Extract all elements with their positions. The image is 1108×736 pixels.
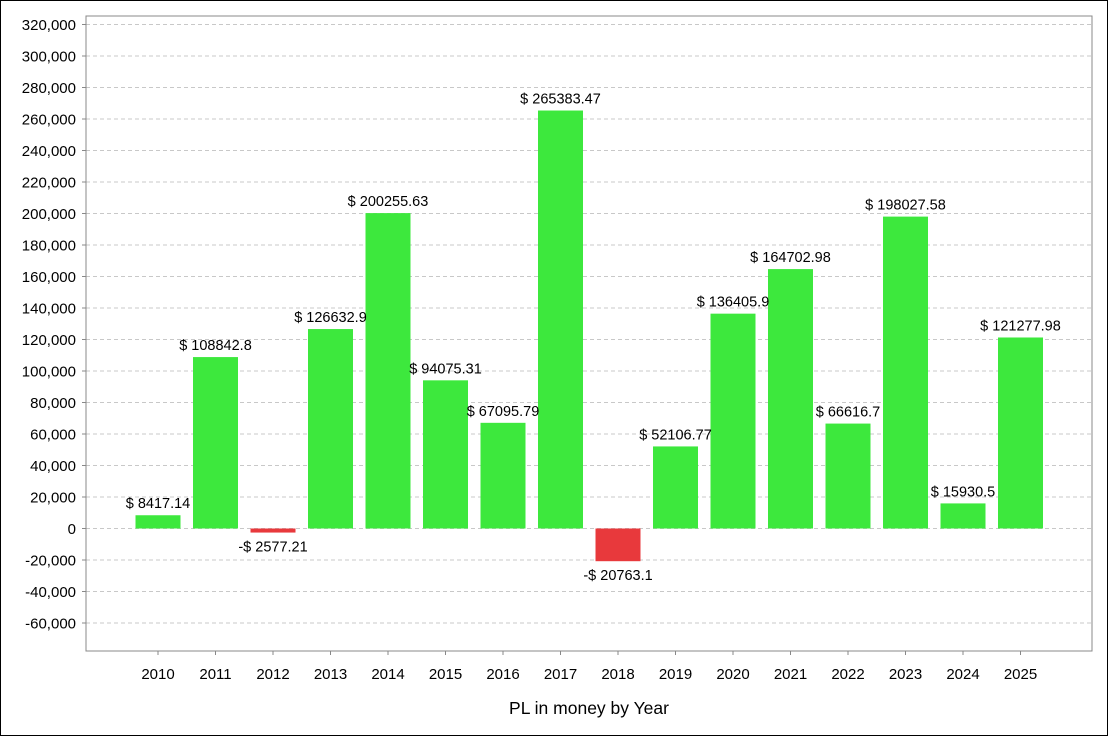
data-label: $ 67095.79 (467, 404, 540, 420)
bar-2022 (825, 423, 871, 529)
bar-2024 (940, 503, 986, 529)
y-tick-label: 240,000 (22, 143, 76, 160)
bar-2023 (883, 216, 928, 529)
x-tick-label: 2011 (199, 666, 231, 683)
bar-2014 (365, 213, 411, 529)
plot-area (85, 15, 1093, 652)
gridlines (86, 24, 1092, 624)
data-label: $ 126632.9 (294, 310, 367, 326)
y-tick-label: 280,000 (22, 80, 76, 97)
y-tick-label: -60,000 (25, 616, 76, 633)
data-label: $ 200255.63 (348, 194, 429, 210)
bar-2021 (768, 269, 813, 529)
y-tick-label: -40,000 (25, 584, 76, 601)
x-axis: 2010 2011 2012 2013 2014 2015 2016 2017 2018 2019… (141, 651, 1037, 683)
y-axis: 320,000 300,000 280,000 260,000 240,000 220,0… (22, 17, 86, 633)
y-tick-label: 300,000 (22, 49, 76, 66)
bar-2020 (710, 313, 756, 529)
data-label: $ 94075.31 (409, 361, 482, 377)
x-tick-label: 2025 (1004, 666, 1037, 683)
x-tick-label: 2019 (659, 666, 692, 683)
data-label: -$ 20763.1 (583, 568, 652, 584)
y-tick-label: 0 (68, 521, 76, 538)
y-tick-label: 80,000 (30, 395, 76, 412)
data-label: $ 108842.8 (179, 338, 252, 354)
x-tick-label: 2022 (831, 666, 864, 683)
bar-2018 (595, 528, 641, 562)
bar-2010 (135, 515, 181, 529)
data-label: $ 66616.7 (816, 405, 881, 421)
y-tick-label: 40,000 (30, 458, 76, 475)
x-tick-label: 2018 (601, 666, 634, 683)
data-label: $ 136405.9 (697, 295, 770, 311)
y-tick-label: 320,000 (22, 17, 76, 34)
y-tick-label: 60,000 (30, 427, 76, 444)
data-label: $ 8417.14 (126, 496, 191, 512)
y-tick-label: 160,000 (22, 269, 76, 286)
bar-2016 (480, 422, 526, 529)
bar-2017 (538, 110, 583, 529)
data-label: $ 164702.98 (750, 250, 831, 266)
y-tick-label: 200,000 (22, 206, 76, 223)
y-tick-label: 20,000 (30, 490, 76, 507)
x-tick-label: 2020 (716, 666, 749, 683)
bar-2011 (193, 357, 238, 529)
x-tick-label: 2013 (314, 666, 347, 683)
bar-2012 (250, 528, 296, 533)
x-tick-label: 2010 (141, 666, 174, 683)
data-labels: $ 8417.14 $ 108842.8 -$ 2577.21 $ 126632.9 $… (126, 92, 1061, 585)
data-label: $ 121277.98 (980, 318, 1061, 334)
x-tick-label: 2023 (889, 666, 922, 683)
data-label: $ 15930.5 (931, 484, 996, 500)
x-tick-label: 2017 (544, 666, 577, 683)
bar-2025 (998, 337, 1043, 529)
y-tick-label: 140,000 (22, 301, 76, 318)
data-label: $ 198027.58 (865, 198, 946, 214)
x-tick-label: 2015 (429, 666, 462, 683)
y-tick-label: -20,000 (25, 553, 76, 570)
bar-2013 (308, 329, 353, 529)
y-tick-label: 100,000 (22, 364, 76, 381)
x-tick-label: 2024 (946, 666, 979, 683)
y-tick-label: 120,000 (22, 332, 76, 349)
bars (135, 110, 1043, 562)
y-tick-label: 260,000 (22, 112, 76, 129)
y-tick-label: 220,000 (22, 175, 76, 192)
x-tick-label: 2014 (371, 666, 404, 683)
x-tick-label: 2012 (256, 666, 289, 683)
x-tick-label: 2021 (774, 666, 807, 683)
bar-2015 (423, 380, 468, 529)
x-tick-label: 2016 (486, 666, 519, 683)
data-label: $ 265383.47 (520, 92, 601, 108)
data-label: $ 52106.77 (639, 427, 712, 443)
data-label: -$ 2577.21 (238, 540, 307, 556)
y-tick-label: 180,000 (22, 238, 76, 255)
x-axis-title: PL in money by Year (509, 698, 669, 718)
bar-2019 (653, 446, 698, 529)
